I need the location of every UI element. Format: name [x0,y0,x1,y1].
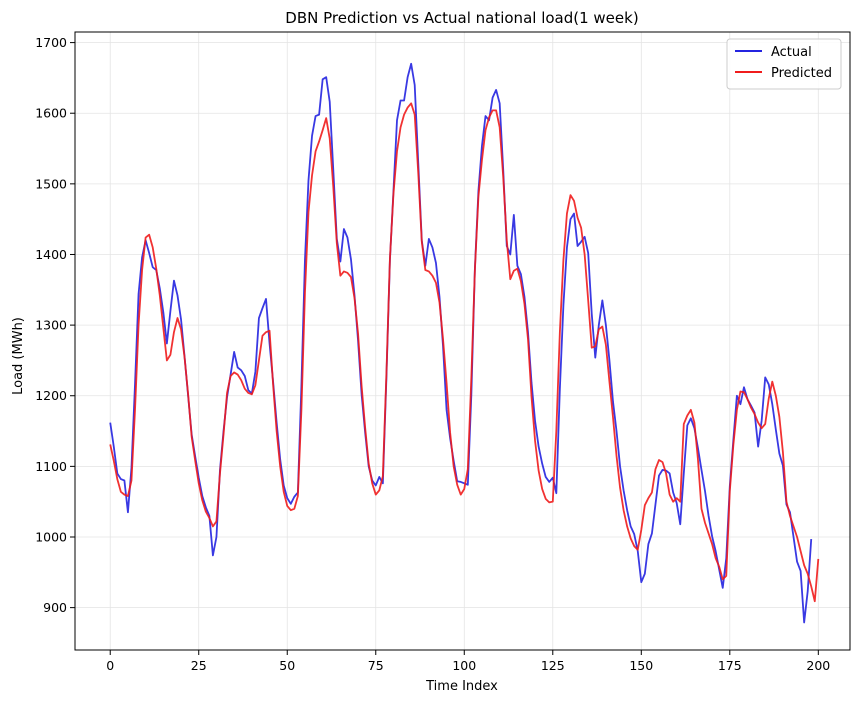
x-tick-label: 50 [279,658,295,673]
x-axis-label: Time Index [425,679,498,694]
series-line-predicted [109,102,820,603]
x-tick-label: 125 [541,658,565,673]
legend-label-actual: Actual [771,45,812,60]
x-tick-label: 25 [191,658,207,673]
y-tick-label: 1500 [35,176,67,191]
legend-label-predicted: Predicted [771,66,832,81]
x-tick-label: 200 [806,658,830,673]
x-tick-label: 150 [629,658,653,673]
chart-title: DBN Prediction vs Actual national load(1… [285,9,638,27]
y-tick-label: 1000 [35,529,67,544]
axes: 0 25 50 75 100 125 150 175 200 900 1000 1100 1200 130… [35,31,851,673]
y-tick-label: 1600 [35,106,67,121]
y-axis-label: Load (MWh) [11,317,26,395]
series-lines [109,62,820,624]
legend: Actual Predicted [726,38,842,90]
y-tick-label: 1200 [35,388,67,403]
y-tick-label: 1100 [35,459,67,474]
x-tick-label: 175 [718,658,742,673]
x-tick-label: 75 [368,658,384,673]
y-tick-label: 1400 [35,247,67,262]
y-tick-label: 1300 [35,318,67,333]
y-tick-label: 1700 [35,35,67,50]
x-tick-label: 100 [452,658,476,673]
plot-frame [74,31,851,651]
grid-lines [75,32,850,650]
x-tick-label: 0 [106,658,114,673]
y-tick-label: 900 [43,600,67,615]
